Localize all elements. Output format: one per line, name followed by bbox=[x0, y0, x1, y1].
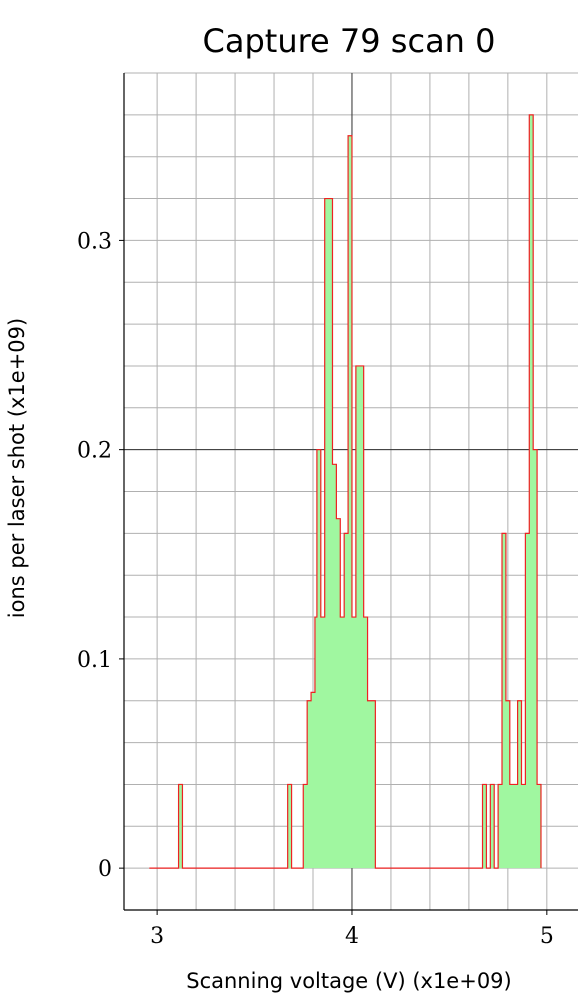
axes-frame bbox=[123, 73, 578, 911]
y-tick-label: 0.3 bbox=[77, 229, 112, 254]
x-tick-label: 3 bbox=[150, 924, 164, 949]
series-fill bbox=[149, 114, 541, 869]
plot-series bbox=[149, 114, 542, 869]
x-axis-ticks: 3 4 5 bbox=[150, 910, 554, 949]
chart-title: Capture 79 scan 0 bbox=[203, 22, 496, 60]
y-tick-label: 0.2 bbox=[77, 439, 112, 464]
series-line bbox=[149, 114, 542, 869]
x-tick-label: 4 bbox=[345, 924, 359, 949]
x-axis-label: Scanning voltage (V) (x1e+09) bbox=[186, 969, 512, 993]
y-tick-label: 0 bbox=[98, 857, 112, 882]
y-axis-ticks: 0 0.1 0.2 0.3 bbox=[77, 229, 124, 882]
x-tick-label: 5 bbox=[540, 924, 554, 949]
y-tick-label: 0.1 bbox=[77, 648, 112, 673]
y-axis-label: ions per laser shot (x1e+09) bbox=[5, 318, 29, 618]
